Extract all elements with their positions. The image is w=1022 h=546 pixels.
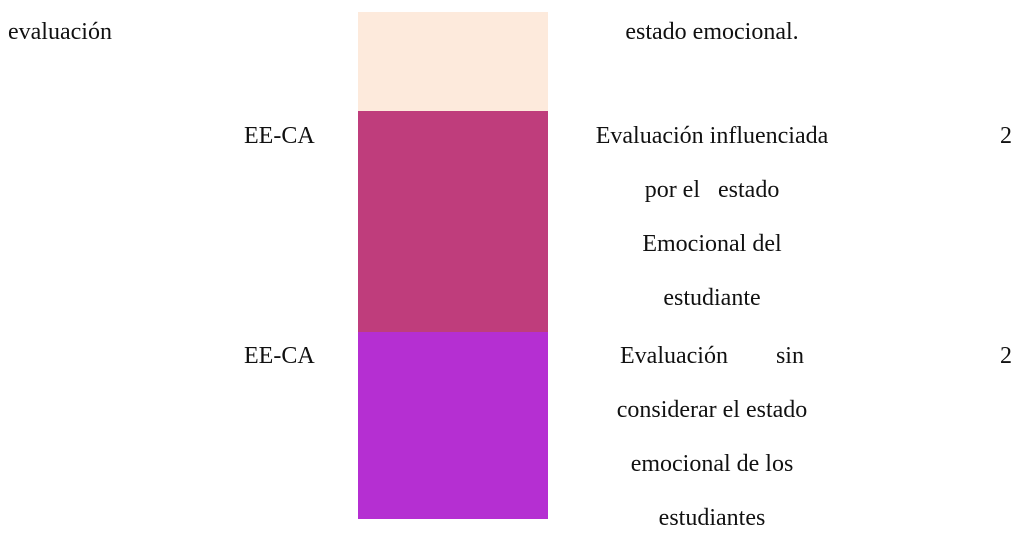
code: EE-CA — [244, 343, 315, 369]
color-block — [358, 111, 548, 332]
description-line: por el estado — [644, 177, 780, 203]
description-line: estudiantes — [658, 505, 766, 531]
count: 2 — [1000, 123, 1012, 149]
description-line: considerar el estado — [616, 397, 808, 423]
category: evaluación — [8, 19, 112, 45]
description-line: estudiante — [663, 285, 761, 311]
color-block — [358, 332, 548, 519]
count: 2 — [1000, 343, 1012, 369]
description-line: Emocional del — [642, 231, 782, 257]
description-line: Evaluación sin — [620, 343, 804, 369]
description-line: estado emocional. — [625, 19, 799, 45]
description-line: emocional de los — [630, 451, 794, 477]
color-block — [358, 12, 548, 111]
code: EE-CA — [244, 123, 315, 149]
description-line: Evaluación influenciada — [595, 123, 829, 149]
